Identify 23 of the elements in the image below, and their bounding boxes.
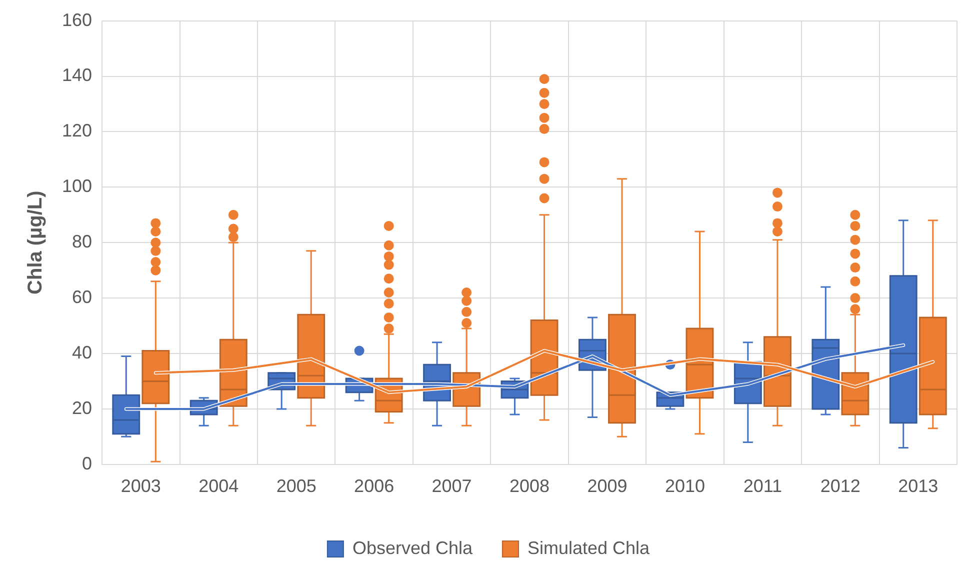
y-tick-label: 100 xyxy=(62,176,92,196)
y-tick-label: 140 xyxy=(62,65,92,86)
x-tick-label: 2004 xyxy=(198,476,239,496)
x-tick-label: 2011 xyxy=(743,476,782,496)
y-tick-label: 40 xyxy=(72,342,92,362)
x-tick-label: 2008 xyxy=(509,476,550,496)
y-tick-label: 0 xyxy=(82,453,92,474)
y-tick-label: 20 xyxy=(72,398,92,418)
y-tick-label: 80 xyxy=(72,232,92,252)
y-tick-label: 160 xyxy=(62,10,92,30)
legend-label: Observed Chla xyxy=(352,538,474,558)
x-tick-label: 2010 xyxy=(664,476,705,496)
x-tick-label: 2012 xyxy=(820,476,860,496)
x-tick-label: 2006 xyxy=(354,476,394,496)
x-tick-label: 2013 xyxy=(898,476,938,496)
x-tick-label: 2003 xyxy=(120,476,161,496)
x-tick-label: 2005 xyxy=(276,476,316,496)
x-tick-label: 2007 xyxy=(432,476,472,496)
legend-label: Simulated Chla xyxy=(528,538,651,558)
y-axis-title: Chla (µg/L) xyxy=(24,190,47,294)
y-tick-label: 120 xyxy=(62,120,92,141)
y-tick-label: 60 xyxy=(72,287,92,308)
x-tick-label: 2009 xyxy=(587,476,628,496)
